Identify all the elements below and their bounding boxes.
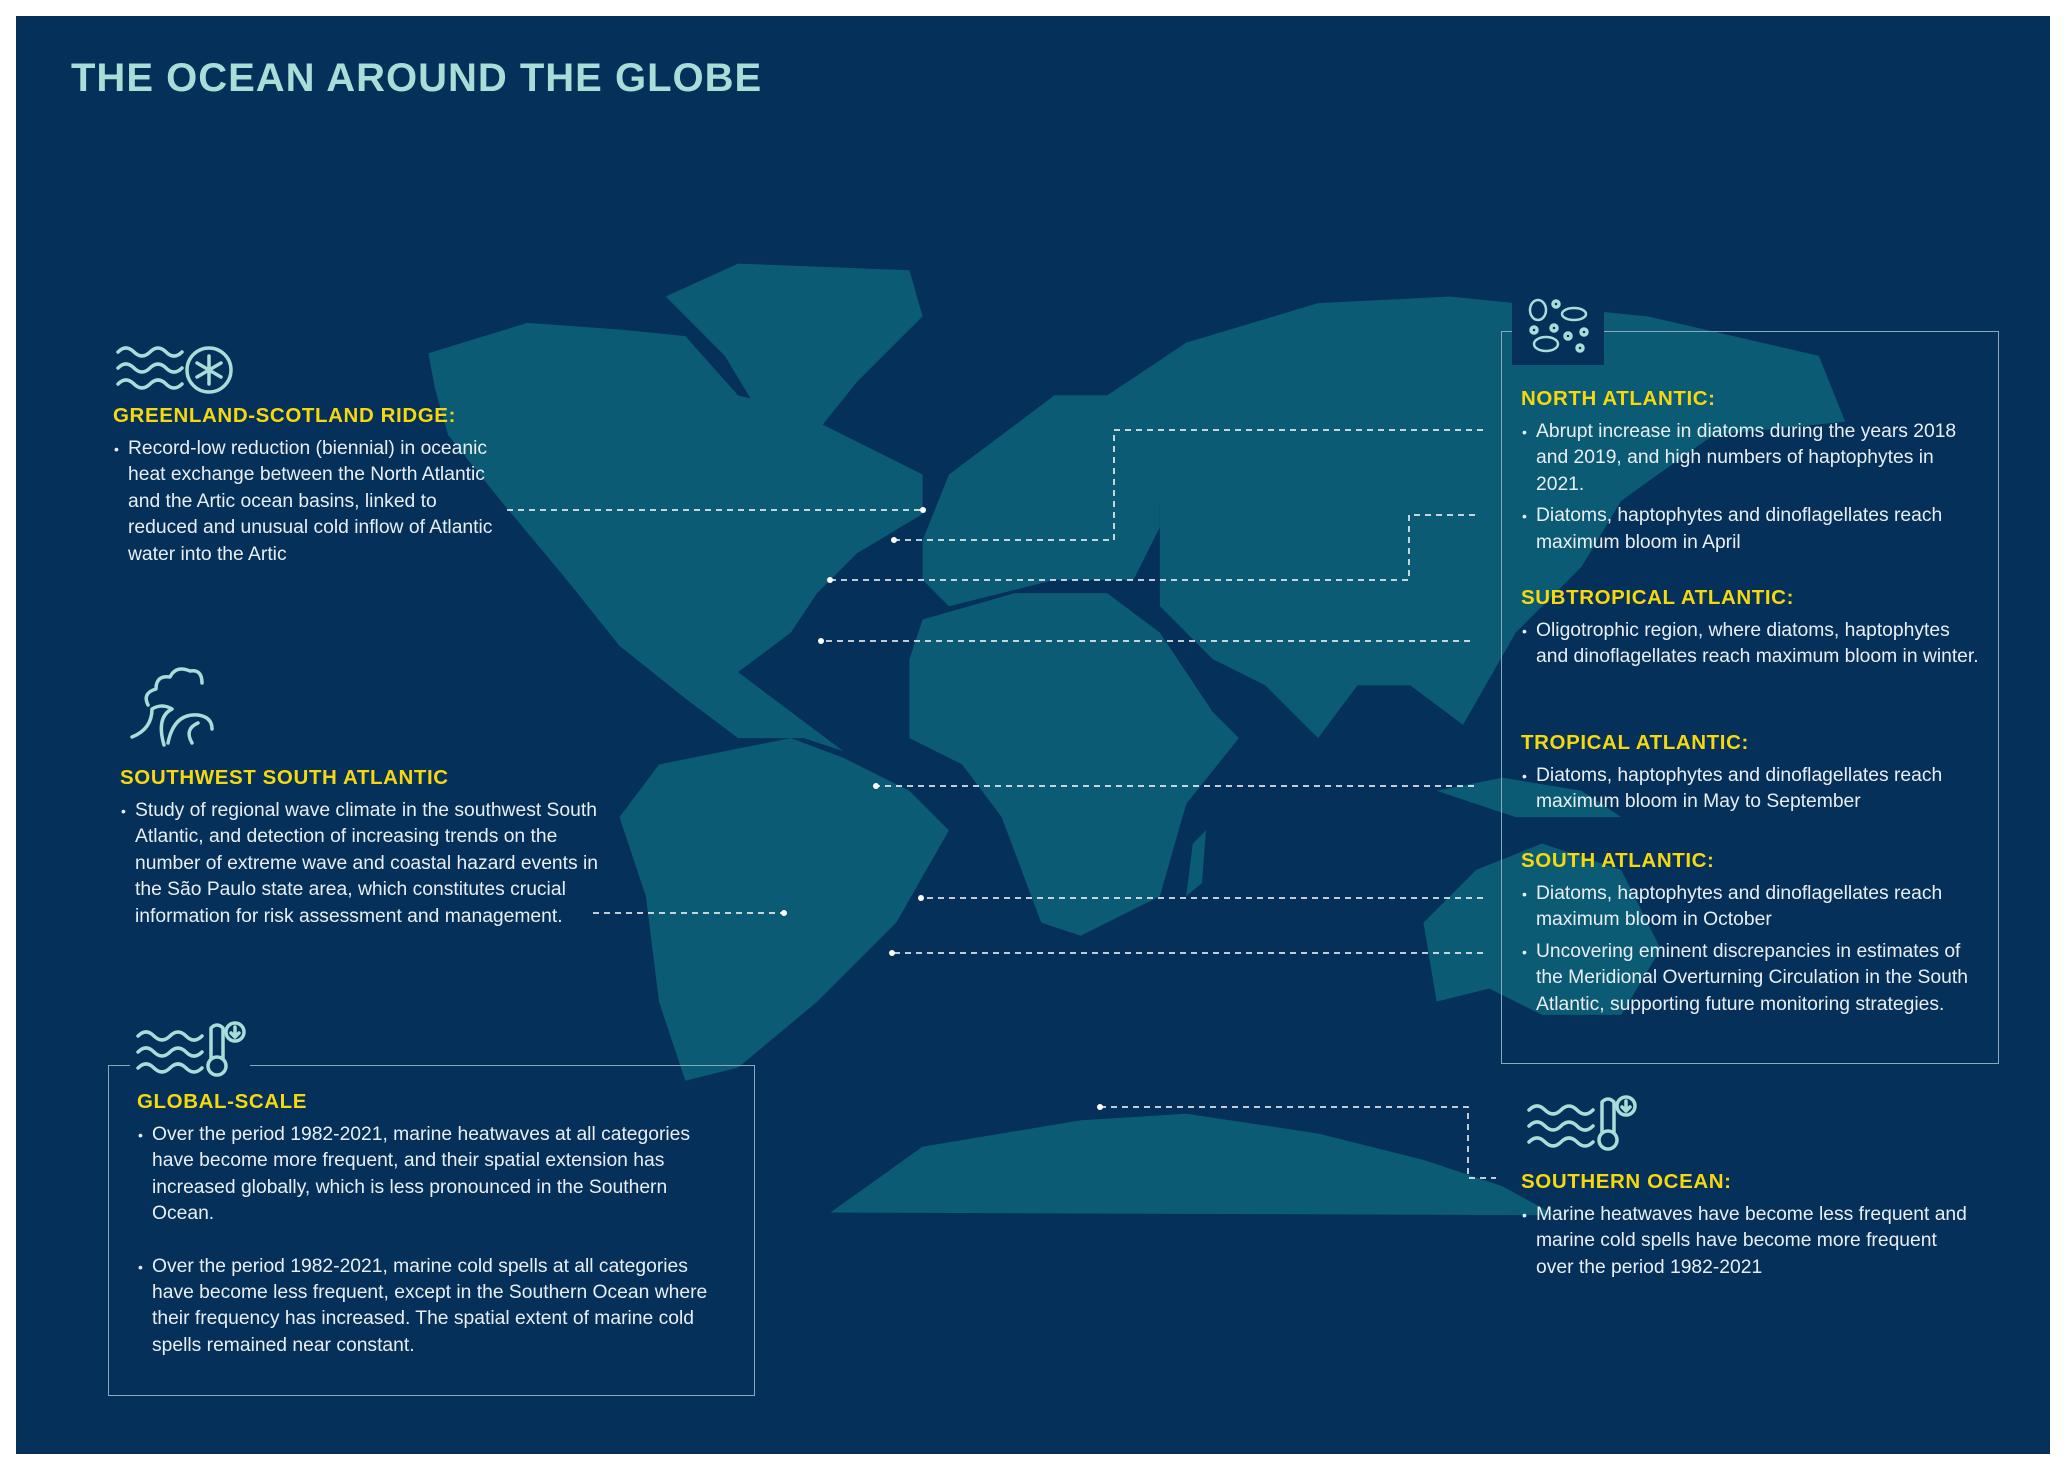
- section-southern-ocean: SOUTHERN OCEAN: Marine heatwaves have be…: [1521, 1169, 1971, 1281]
- bullet: Over the period 1982-2021, marine cold s…: [138, 1254, 717, 1360]
- thermometer-icon: [206, 1021, 246, 1077]
- atlantic-regions-box: [1501, 331, 1999, 1064]
- waves-icon: [136, 1030, 204, 1074]
- section-tropical: TROPICAL ATLANTIC: Diatoms, haptophytes …: [1521, 730, 1991, 816]
- heading-south-atlantic: SOUTH ATLANTIC:: [1521, 849, 1715, 872]
- page-title: THE OCEAN AROUND THE GLOBE: [71, 56, 763, 100]
- bullet: Marine heatwaves have become less freque…: [1522, 1202, 1971, 1281]
- section-greenland: GREENLAND-SCOTLAND RIDGE: Record-low red…: [113, 403, 493, 568]
- connector-north-atlantic-1: [894, 429, 1483, 541]
- bullet: Abrupt increase in diatoms during the ye…: [1522, 419, 1981, 498]
- heading-subtropical: SUBTROPICAL ATLANTIC:: [1521, 586, 1795, 609]
- bullet: Diatoms, haptophytes and dinoflagellates…: [1522, 763, 1991, 816]
- plankton-icon: [1528, 298, 1589, 353]
- connector-north-atlantic-2: [830, 514, 1475, 581]
- bullet: Oligotrophic region, where diatoms, hapt…: [1522, 618, 1981, 671]
- heading-southern-ocean: SOUTHERN OCEAN:: [1521, 1170, 1732, 1193]
- bullet: Diatoms, haptophytes and dinoflagellates…: [1522, 503, 1981, 556]
- section-subtropical: SUBTROPICAL ATLANTIC: Oligotrophic regio…: [1521, 585, 1981, 671]
- asia: [1107, 296, 1846, 739]
- south-america: [619, 738, 949, 1081]
- greenland: [665, 263, 923, 449]
- bullet: Uncovering eminent discrepancies in esti…: [1522, 939, 1981, 1018]
- snowflake-icon: [185, 346, 233, 394]
- section-southwest: SOUTHWEST SOUTH ATLANTIC Study of region…: [120, 765, 600, 930]
- global-scale-box: [108, 1065, 755, 1396]
- europe: [922, 395, 1160, 607]
- bullet: Over the period 1982-2021, marine heatwa…: [138, 1122, 717, 1228]
- connector-lines: [507, 429, 1496, 1179]
- heading-north-atlantic: NORTH ATLANTIC:: [1521, 387, 1716, 410]
- thermometer-icon: [1597, 1095, 1637, 1151]
- section-global: GLOBAL-SCALE Over the period 1982-2021, …: [137, 1089, 717, 1359]
- bullet: Study of regional wave climate in the so…: [121, 798, 600, 930]
- africa: [909, 593, 1239, 936]
- antarctica: [830, 1113, 1556, 1216]
- heading-global: GLOBAL-SCALE: [137, 1090, 308, 1113]
- heading-tropical: TROPICAL ATLANTIC:: [1521, 731, 1749, 754]
- section-south-atlantic: SOUTH ATLANTIC: Diatoms, haptophytes and…: [1521, 848, 1981, 1018]
- heading-southwest: SOUTHWEST SOUTH ATLANTIC: [120, 766, 449, 789]
- connector-dots: [781, 507, 1103, 1110]
- waves-icon: [1527, 1104, 1595, 1148]
- madagascar: [1186, 830, 1206, 897]
- storm-wave-icon: [130, 667, 214, 747]
- waves-icon: [116, 346, 184, 390]
- bullet: Record-low reduction (biennial) in ocean…: [114, 436, 493, 568]
- connector-southern: [1100, 1106, 1496, 1179]
- bullet: Diatoms, haptophytes and dinoflagellates…: [1522, 881, 1981, 934]
- section-north-atlantic: NORTH ATLANTIC: Abrupt increase in diato…: [1521, 386, 1981, 556]
- heading-greenland: GREENLAND-SCOTLAND RIDGE:: [113, 404, 456, 427]
